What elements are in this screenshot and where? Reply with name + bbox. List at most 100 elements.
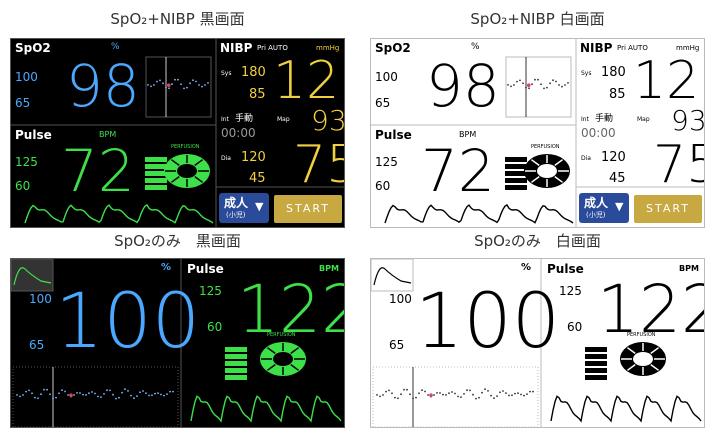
trend-dot — [406, 388, 408, 391]
trend-dot — [133, 397, 135, 400]
alarm-low: 65 — [29, 338, 45, 352]
perfusion-label: PERFUSION — [267, 332, 296, 338]
label: Map — [637, 116, 650, 123]
monitor-screen: SpO2% 100 65 98 Pulse BPM 125 60 72 PERFUSION NIBP… — [10, 38, 345, 228]
caption: SpO₂+NIBP 白画面 — [470, 10, 605, 28]
label: Pulse — [187, 262, 224, 276]
alarm-low: 45 — [249, 171, 266, 186]
unit: mmHg — [316, 44, 340, 52]
graphics — [372, 259, 666, 427]
alarm-low: 60 — [207, 320, 223, 334]
bar-segment — [585, 375, 607, 380]
graphics — [12, 259, 306, 427]
graphics — [507, 78, 569, 90]
map-value: 93 — [311, 104, 345, 137]
dia-value: 75 — [653, 135, 704, 195]
trend-dot — [525, 86, 527, 89]
trend-dot — [469, 389, 471, 392]
map-value: 93 — [671, 104, 705, 137]
pleth-wave — [24, 204, 214, 224]
label: SpO2 — [15, 41, 51, 55]
alarm-high: 125 — [375, 155, 398, 169]
bar-segment — [225, 354, 247, 359]
alarm-low: 65 — [389, 338, 405, 352]
trend-dot — [516, 80, 518, 83]
bar-segment — [225, 347, 247, 352]
trend-dot — [418, 392, 420, 395]
perfusion-hole — [537, 164, 557, 178]
trend-dot — [451, 391, 453, 393]
alarm-high: 120 — [601, 150, 626, 165]
graphics — [11, 259, 54, 292]
trend-dot — [94, 392, 96, 395]
trend-dot — [454, 392, 456, 395]
trend-dot — [73, 394, 75, 396]
perfusion-tick — [531, 159, 540, 166]
perfusion-tick — [194, 159, 203, 166]
trend-dot — [520, 393, 522, 396]
patient-button[interactable]: 成人 (小児) ▼ — [219, 193, 269, 223]
trend-dot — [192, 79, 194, 82]
perfusion-tick — [650, 364, 659, 371]
caption: SpO₂+NIBP 黒画面 — [110, 10, 245, 28]
alarm-high: 100 — [29, 292, 52, 306]
marker — [166, 83, 171, 87]
trend-dot — [522, 82, 524, 85]
pleth-wave — [384, 204, 574, 224]
trend-dot — [439, 392, 441, 394]
trend-dot — [46, 388, 48, 391]
trend-dot — [400, 393, 402, 396]
patient-sub: (小児) — [586, 211, 606, 219]
trend-dot — [537, 78, 539, 81]
trend-box — [145, 56, 212, 118]
trend-dot — [457, 395, 459, 398]
trend-dot — [448, 392, 450, 395]
trend-dot — [58, 392, 60, 395]
trend-dot — [136, 395, 138, 397]
graphics — [384, 204, 574, 224]
start-button[interactable]: START — [274, 195, 342, 223]
trend-dot — [472, 393, 474, 396]
time: 00:00 — [221, 126, 256, 140]
trend-dot — [549, 82, 551, 85]
trend-dot — [385, 390, 387, 393]
pulse-value: 122 — [237, 271, 344, 348]
label: Dia — [581, 155, 591, 162]
patient-button[interactable]: 成人 (小児) ▼ — [579, 193, 629, 223]
trend-dot — [37, 397, 39, 400]
caption: SpO₂のみ 黒画面 — [114, 232, 241, 250]
trend-dot — [67, 394, 69, 396]
bar-segment — [505, 164, 527, 169]
label: NIBP — [580, 41, 613, 55]
trend-dot — [519, 79, 521, 82]
trend-dot — [403, 388, 405, 391]
trend-dot — [445, 394, 447, 396]
trend-dot — [43, 388, 45, 391]
trend-dot — [528, 87, 530, 90]
graphics — [376, 388, 534, 400]
perfusion-tick — [171, 176, 180, 183]
pulse-value: 72 — [61, 137, 135, 205]
trend-dot — [174, 78, 176, 81]
bar-segment — [585, 368, 607, 373]
graphics — [190, 395, 342, 423]
trend-dot — [169, 390, 171, 393]
alarm-low: 85 — [249, 87, 266, 102]
bar-segment — [505, 157, 527, 162]
bar-segment — [225, 361, 247, 366]
graphics — [550, 395, 702, 423]
trend-dot — [529, 390, 531, 393]
caption: SpO₂のみ 白画面 — [474, 232, 601, 250]
sys-value: 128 — [273, 51, 344, 111]
trend-dot — [162, 82, 164, 85]
trend-dot — [186, 86, 188, 89]
perfusion-label: PERFUSION — [171, 144, 200, 150]
trend-dot — [502, 390, 504, 392]
alarm-high: 120 — [241, 150, 266, 165]
thumbnail-wave — [13, 267, 52, 286]
unit: BPM — [319, 264, 339, 273]
alarm-low: 65 — [375, 96, 391, 110]
trend-dot — [540, 83, 542, 86]
start-button[interactable]: START — [634, 195, 702, 223]
spo2-value: 100 — [55, 276, 201, 365]
